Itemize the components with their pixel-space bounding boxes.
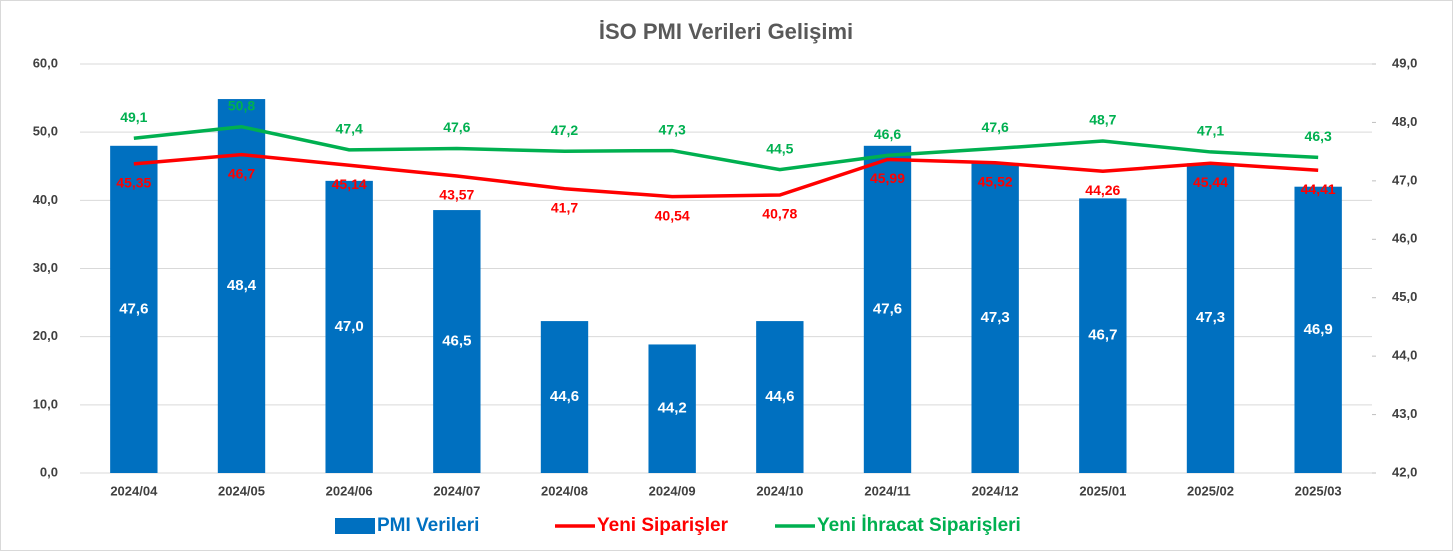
bar-label: 47,3 bbox=[1196, 309, 1225, 326]
bar bbox=[1186, 163, 1235, 474]
x-tick-label: 2024/06 bbox=[326, 483, 373, 498]
line-label: 45,99 bbox=[870, 170, 905, 186]
x-tick-label: 2024/10 bbox=[756, 483, 803, 498]
y2-tick-label: 45,0 bbox=[1392, 289, 1417, 304]
line-label: 48,7 bbox=[1089, 112, 1116, 128]
x-tick-label: 2025/03 bbox=[1295, 483, 1342, 498]
line-label: 49,1 bbox=[120, 109, 147, 125]
bar-label: 47,3 bbox=[981, 309, 1010, 326]
legend-swatch bbox=[335, 518, 375, 534]
y-tick-label: 50,0 bbox=[33, 124, 58, 139]
bar bbox=[433, 210, 481, 474]
bar bbox=[1294, 186, 1342, 473]
line-label: 45,35 bbox=[116, 175, 151, 191]
line bbox=[133, 124, 1319, 172]
bar bbox=[110, 145, 158, 474]
bar-label: 44,6 bbox=[765, 388, 794, 405]
y2-tick-label: 46,0 bbox=[1392, 231, 1417, 246]
line-label: 44,41 bbox=[1301, 181, 1336, 197]
line-label: 47,6 bbox=[443, 119, 470, 135]
legend-label: PMI Verileri bbox=[377, 515, 479, 536]
bar-label: 46,5 bbox=[442, 333, 471, 350]
y2-tick-label: 43,0 bbox=[1392, 406, 1417, 421]
line-label: 47,1 bbox=[1197, 123, 1224, 139]
bar-label: 44,6 bbox=[550, 388, 579, 405]
bar bbox=[1079, 198, 1127, 473]
bar-label: 47,6 bbox=[119, 300, 148, 317]
y2-tick-label: 48,0 bbox=[1392, 114, 1417, 129]
line-label: 43,57 bbox=[439, 187, 474, 203]
bar-label: 46,7 bbox=[1088, 327, 1117, 344]
bar-label: 46,9 bbox=[1304, 321, 1333, 338]
x-tick-label: 2024/05 bbox=[218, 483, 265, 498]
bar-label: 47,0 bbox=[335, 318, 364, 335]
bar bbox=[971, 163, 1019, 474]
line-label: 40,54 bbox=[655, 207, 690, 223]
x-tick-label: 2024/08 bbox=[541, 483, 588, 498]
line-label: 50,8 bbox=[228, 97, 255, 113]
line-label: 47,6 bbox=[982, 119, 1009, 135]
legend-label: Yeni İhracat Siparişleri bbox=[817, 515, 1021, 536]
y2-tick-label: 47,0 bbox=[1392, 172, 1417, 187]
y-tick-label: 10,0 bbox=[33, 396, 58, 411]
y-tick-label: 0,0 bbox=[40, 464, 58, 479]
x-tick-label: 2024/11 bbox=[864, 483, 910, 498]
x-tick-label: 2024/07 bbox=[433, 483, 480, 498]
y-tick-label: 30,0 bbox=[33, 260, 58, 275]
y2-tick-label: 49,0 bbox=[1392, 55, 1417, 70]
line-label: 40,78 bbox=[762, 206, 797, 222]
line-label: 45,44 bbox=[1193, 174, 1228, 190]
bar bbox=[540, 321, 589, 473]
legend-label: Yeni Siparişler bbox=[597, 515, 729, 536]
line-label: 45,14 bbox=[332, 176, 367, 192]
x-tick-label: 2025/02 bbox=[1187, 483, 1234, 498]
line bbox=[133, 152, 1319, 199]
bar bbox=[863, 145, 912, 474]
line-label: 44,5 bbox=[766, 140, 793, 156]
bar-label: 44,2 bbox=[658, 400, 687, 417]
line-label: 47,3 bbox=[659, 121, 686, 137]
x-tick-label: 2025/01 bbox=[1079, 483, 1126, 498]
y-tick-label: 60,0 bbox=[33, 55, 58, 70]
line-label: 46,6 bbox=[874, 126, 901, 142]
x-tick-label: 2024/04 bbox=[110, 483, 158, 498]
bar-label: 48,4 bbox=[227, 277, 257, 294]
y2-tick-label: 44,0 bbox=[1392, 348, 1417, 363]
line-label: 46,7 bbox=[228, 165, 255, 181]
line-label: 47,2 bbox=[551, 122, 578, 138]
bar bbox=[756, 321, 804, 473]
y2-tick-label: 42,0 bbox=[1392, 464, 1417, 479]
line-label: 44,26 bbox=[1085, 182, 1120, 198]
x-tick-label: 2024/09 bbox=[649, 483, 696, 498]
bar-label: 47,6 bbox=[873, 300, 902, 317]
line-label: 46,3 bbox=[1305, 128, 1332, 144]
line-label: 47,4 bbox=[336, 121, 363, 137]
y-tick-label: 40,0 bbox=[33, 192, 58, 207]
line-label: 41,7 bbox=[551, 199, 578, 215]
bar bbox=[325, 180, 373, 473]
bar bbox=[648, 344, 696, 473]
x-tick-label: 2024/12 bbox=[972, 483, 1019, 498]
chart-title: İSO PMI Verileri Gelişimi bbox=[599, 19, 853, 44]
y-tick-label: 20,0 bbox=[33, 328, 58, 343]
line-label: 45,52 bbox=[978, 173, 1013, 189]
bar bbox=[217, 99, 266, 474]
